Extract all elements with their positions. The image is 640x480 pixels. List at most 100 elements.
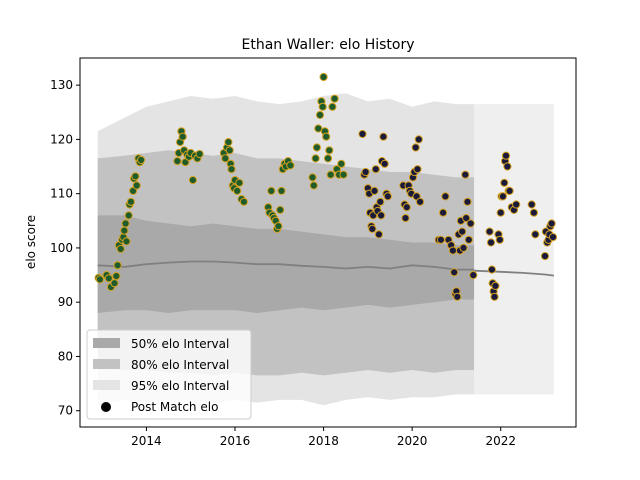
y-axis: 70 80 90 100 110 120 130 [50, 78, 80, 418]
data-point [124, 211, 133, 220]
data-point [121, 219, 130, 228]
x-tick-label: 2022 [485, 434, 516, 448]
chart-title: Ethan Waller: elo History [241, 37, 414, 53]
data-point [224, 138, 233, 147]
data-point [116, 244, 125, 254]
data-point [235, 178, 244, 187]
data-point [323, 154, 333, 163]
data-point [505, 186, 514, 195]
data-point [337, 159, 346, 168]
data-point [383, 192, 392, 201]
data-point [439, 208, 448, 217]
data-point [112, 272, 121, 281]
data-point [414, 135, 423, 144]
data-point [376, 197, 385, 206]
x-tick-label: 2020 [397, 434, 428, 448]
data-point [380, 159, 389, 168]
data-point [486, 238, 496, 247]
data-point [239, 197, 248, 206]
data-point [330, 94, 339, 103]
y-tick-label: 70 [58, 404, 73, 418]
data-point [503, 162, 512, 171]
data-point [277, 186, 286, 195]
y-tick-label: 90 [58, 295, 73, 309]
data-point [318, 102, 327, 111]
data-point [529, 208, 539, 217]
data-point [416, 197, 425, 206]
data-point [326, 170, 335, 179]
data-point [371, 165, 380, 174]
data-point [132, 181, 141, 190]
data-point [233, 186, 242, 195]
legend-swatch-50 [93, 338, 120, 348]
y-tick-label: 80 [58, 349, 73, 363]
data-point [120, 226, 129, 235]
data-point [110, 279, 119, 288]
legend-frame [86, 329, 252, 420]
data-point [178, 132, 187, 141]
data-point [501, 151, 511, 160]
data-point [441, 192, 450, 201]
data-point [379, 132, 388, 141]
post-match-points [94, 72, 558, 301]
data-point [487, 265, 496, 274]
data-point [458, 227, 467, 236]
legend: 50% elo Interval 80% elo Interval 95% el… [86, 329, 252, 420]
data-point [274, 222, 283, 231]
data-point [469, 271, 478, 280]
data-point [413, 165, 422, 174]
data-point [122, 237, 131, 246]
x-tick-label: 2014 [131, 434, 162, 448]
legend-marker-post-match [101, 402, 111, 412]
data-point [512, 200, 521, 209]
data-point [188, 176, 197, 185]
data-point [540, 252, 550, 261]
data-point [370, 186, 379, 195]
median-line [97, 260, 475, 271]
y-tick-label: 110 [50, 187, 73, 201]
data-point [490, 292, 499, 301]
data-point [453, 292, 462, 301]
data-point [401, 214, 410, 223]
data-point [339, 170, 348, 179]
x-axis: 2014 2016 2018 2020 2022 [131, 427, 516, 448]
data-point [466, 219, 475, 228]
data-point [436, 235, 445, 244]
data-point [491, 281, 500, 290]
data-point [547, 219, 556, 228]
data-point [195, 149, 204, 159]
data-point [311, 154, 320, 163]
data-point [267, 186, 276, 195]
data-point [308, 173, 317, 182]
data-point [450, 268, 459, 277]
data-point [402, 203, 411, 212]
data-point [496, 208, 505, 217]
data-point [322, 132, 331, 141]
data-point [527, 200, 536, 209]
data-point [462, 214, 471, 223]
data-point [448, 246, 457, 255]
data-point [276, 205, 285, 214]
data-point [464, 235, 473, 244]
data-point [531, 230, 540, 239]
plot-area [94, 72, 558, 406]
data-point [314, 124, 323, 133]
legend-label-95: 95% elo Interval [131, 379, 229, 393]
data-point [221, 154, 230, 163]
data-point [286, 161, 295, 170]
data-point [309, 181, 318, 190]
y-axis-label: elo score [24, 215, 38, 269]
data-point [315, 110, 325, 120]
data-point [461, 170, 470, 179]
y-tick-label: 130 [50, 78, 73, 92]
data-point [459, 243, 468, 252]
data-point [411, 143, 420, 152]
data-point [374, 230, 383, 239]
data-point [463, 197, 472, 206]
data-point [225, 146, 234, 155]
data-point [361, 167, 370, 177]
band-95-forecast [474, 104, 554, 395]
legend-label-post-match: Post Match elo [131, 400, 218, 414]
data-point [377, 211, 386, 220]
